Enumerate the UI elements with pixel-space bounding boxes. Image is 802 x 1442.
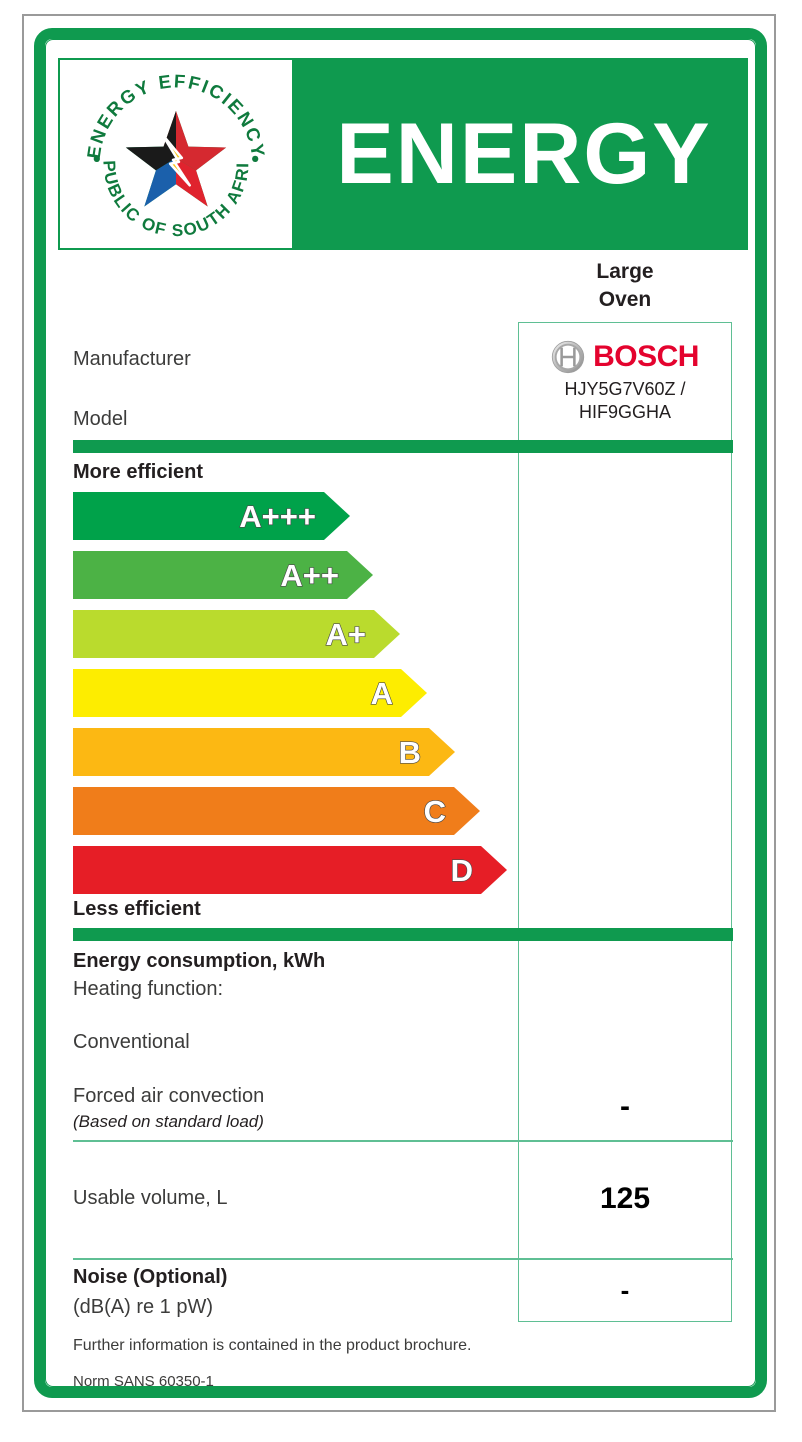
noise-label: Noise (Optional): [73, 1266, 228, 1288]
energy-class-label: A+: [325, 616, 367, 652]
energy-class-label: A+++: [239, 498, 317, 534]
usable-volume-value: 125: [599, 1182, 651, 1215]
south-africa-energy-seal-icon: ENERGY EFFICIENCY REPUBLIC OF SOUTH AFRI…: [78, 66, 267, 240]
energy-consumption-heading: Energy consumption, kWh: [73, 950, 326, 972]
brand-row: BOSCH: [518, 338, 732, 376]
arrow-shape: [73, 610, 400, 658]
energy-class-arrow: A++: [73, 551, 373, 599]
divider-volume: [73, 1140, 733, 1142]
energy-class-label: D: [450, 852, 474, 888]
arrow-shape: [73, 669, 427, 717]
arrow-shape: [73, 492, 350, 540]
noise-unit-label: (dB(A) re 1 pW): [73, 1296, 214, 1318]
energy-class-label: A: [370, 675, 394, 711]
energy-class-arrow: A+: [73, 610, 400, 658]
forced-air-convection-value: -: [620, 1090, 630, 1123]
energy-class-label: A++: [280, 557, 340, 593]
heating-function-label: Heating function:: [73, 978, 224, 1000]
arrow-shape: [73, 846, 507, 894]
column-header-line2: Oven: [598, 287, 652, 311]
energy-class-arrow: B: [73, 728, 455, 776]
seal-container: ENERGY EFFICIENCY REPUBLIC OF SOUTH AFRI…: [58, 58, 294, 250]
energy-class-arrow: C: [73, 787, 480, 835]
arrow-shape: [73, 728, 455, 776]
energy-class-arrow: A: [73, 669, 427, 717]
norm-footnote: Norm SANS 60350-1: [73, 1373, 214, 1390]
bosch-emblem-icon: [551, 340, 585, 374]
energy-class-label: C: [423, 793, 447, 829]
arrow-shape: [73, 551, 373, 599]
page-title: ENERGY: [336, 106, 712, 202]
model-label: Model: [73, 408, 128, 430]
model-value: HJY5G7V60Z / HIF9GGHA: [564, 379, 686, 423]
conventional-label: Conventional: [73, 1031, 190, 1053]
energy-class-arrow: D: [73, 846, 507, 894]
brand-cell: BOSCH HJY5G7V60Z / HIF9GGHA: [518, 322, 732, 438]
usable-volume-label: Usable volume, L: [73, 1187, 228, 1209]
arrow-shape: [73, 787, 480, 835]
energy-class-arrow: A+++: [73, 492, 350, 540]
column-header-line1: Large: [596, 260, 654, 283]
standard-load-note: (Based on standard load): [73, 1112, 264, 1131]
column-header: Large Oven: [518, 258, 732, 313]
more-efficient-label: More efficient: [73, 461, 204, 483]
scale-bottom-bar: [73, 928, 733, 941]
divider-noise: [73, 1258, 733, 1260]
manufacturer-value: BOSCH: [593, 340, 699, 373]
noise-value: -: [620, 1275, 630, 1305]
energy-class-label: B: [398, 734, 422, 770]
brochure-footnote: Further information is contained in the …: [73, 1337, 472, 1354]
less-efficient-label: Less efficient: [73, 898, 201, 920]
scale-top-bar: [73, 440, 733, 453]
manufacturer-label: Manufacturer: [73, 348, 191, 370]
forced-air-convection-label: Forced air convection: [73, 1085, 265, 1107]
